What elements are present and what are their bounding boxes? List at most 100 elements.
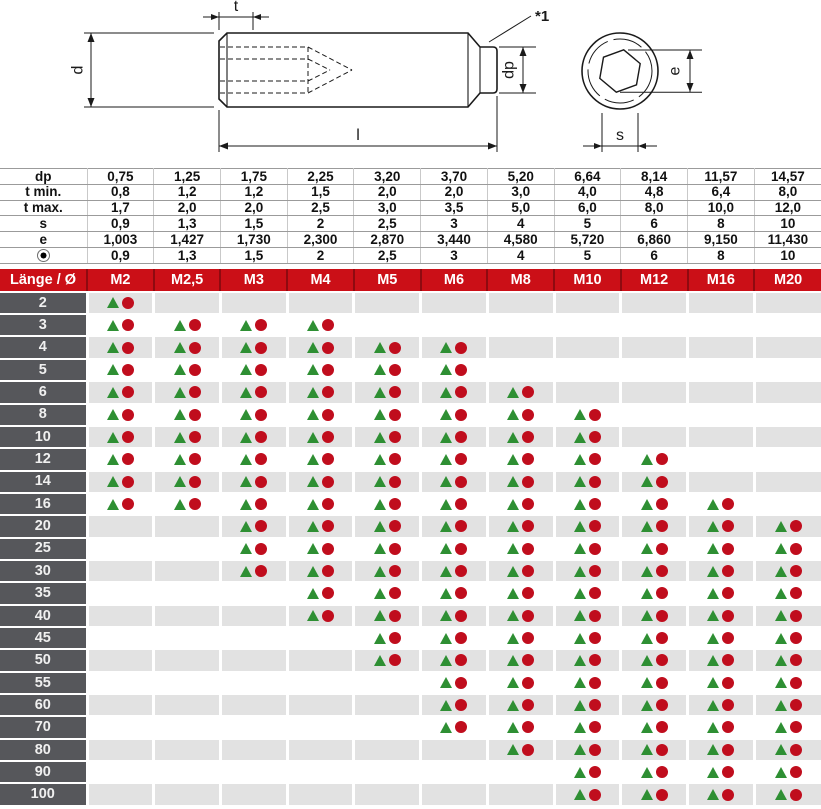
availability-cell bbox=[554, 448, 623, 472]
circle-marker bbox=[455, 565, 468, 578]
availability-markers bbox=[289, 431, 353, 444]
length-label: 10 bbox=[0, 425, 89, 450]
circle-marker bbox=[522, 431, 535, 444]
circle-marker bbox=[322, 363, 335, 376]
circle-marker bbox=[322, 542, 335, 555]
availability-markers bbox=[422, 498, 486, 511]
circle-marker bbox=[388, 431, 401, 444]
circle-marker bbox=[655, 587, 668, 600]
availability-cell bbox=[353, 537, 423, 561]
triangle-marker bbox=[106, 453, 119, 465]
availability-cell bbox=[487, 671, 556, 695]
column-header-m20: M20 bbox=[754, 268, 821, 293]
circle-marker bbox=[388, 475, 401, 488]
availability-cell bbox=[754, 559, 821, 584]
availability-markers bbox=[489, 676, 553, 689]
availability-cell bbox=[153, 604, 222, 628]
spec-value: 1,5 bbox=[220, 215, 288, 233]
circle-marker bbox=[188, 319, 201, 332]
spec-row-label: e bbox=[0, 231, 88, 248]
availability-markers bbox=[422, 654, 486, 667]
circle-marker bbox=[655, 565, 668, 578]
triangle-marker bbox=[707, 789, 720, 801]
triangle-marker bbox=[573, 632, 586, 644]
table-row-length-16: 16 bbox=[0, 492, 821, 517]
availability-cell bbox=[687, 291, 756, 316]
availability-cell bbox=[420, 336, 489, 360]
spec-value: 1,003 bbox=[87, 231, 155, 248]
availability-markers bbox=[689, 565, 753, 578]
availability-cell bbox=[554, 649, 623, 673]
spec-value: 0,9 bbox=[87, 247, 155, 264]
availability-markers bbox=[222, 453, 286, 466]
availability-cell bbox=[153, 693, 222, 718]
availability-cell bbox=[87, 626, 156, 651]
availability-cell bbox=[287, 425, 356, 450]
availability-markers bbox=[622, 721, 686, 734]
circle-marker bbox=[655, 498, 668, 511]
availability-cell bbox=[487, 761, 556, 785]
triangle-marker bbox=[774, 610, 787, 622]
availability-cell bbox=[420, 403, 489, 427]
availability-cell bbox=[287, 671, 356, 695]
circle-marker bbox=[655, 654, 668, 667]
triangle-marker bbox=[707, 654, 720, 666]
availability-markers bbox=[89, 363, 153, 376]
availability-cell bbox=[620, 381, 689, 405]
availability-cell bbox=[153, 626, 222, 651]
availability-markers bbox=[689, 721, 753, 734]
spec-value: 4,0 bbox=[554, 184, 622, 201]
availability-markers bbox=[222, 431, 286, 444]
availability-cell bbox=[420, 537, 489, 561]
spec-value: 6,0 bbox=[554, 200, 622, 217]
availability-cell bbox=[687, 738, 756, 763]
length-label: 50 bbox=[0, 649, 89, 673]
triangle-marker bbox=[373, 543, 386, 555]
availability-markers bbox=[756, 542, 821, 555]
availability-cell bbox=[353, 604, 423, 628]
triangle-marker bbox=[507, 654, 520, 666]
circle-marker bbox=[322, 609, 335, 622]
triangle-marker bbox=[774, 520, 787, 532]
triangle-marker bbox=[440, 431, 453, 443]
availability-cell bbox=[620, 559, 689, 584]
availability-cell bbox=[554, 314, 623, 338]
column-header-m5: M5 bbox=[353, 268, 422, 293]
availability-cell bbox=[153, 470, 222, 494]
availability-cell bbox=[420, 448, 489, 472]
hex-socket-hidden-lines bbox=[220, 46, 353, 94]
circle-marker bbox=[388, 565, 401, 578]
circle-marker bbox=[655, 520, 668, 533]
availability-markers bbox=[689, 654, 753, 667]
availability-cell bbox=[353, 649, 423, 673]
availability-cell bbox=[153, 492, 222, 517]
circle-marker bbox=[188, 341, 201, 354]
triangle-marker bbox=[240, 319, 253, 331]
circle-marker bbox=[522, 520, 535, 533]
circle-marker bbox=[655, 475, 668, 488]
triangle-marker bbox=[507, 587, 520, 599]
triangle-marker bbox=[507, 409, 520, 421]
availability-markers bbox=[489, 609, 553, 622]
circle-marker bbox=[388, 609, 401, 622]
circle-marker bbox=[455, 431, 468, 444]
circle-marker bbox=[522, 475, 535, 488]
availability-cell bbox=[754, 783, 821, 807]
availability-markers bbox=[689, 699, 753, 712]
spec-value: 2,0 bbox=[353, 184, 422, 201]
availability-cell bbox=[153, 537, 222, 561]
circle-marker bbox=[255, 475, 268, 488]
triangle-marker bbox=[373, 587, 386, 599]
availability-markers bbox=[355, 542, 419, 555]
spec-value: 5,720 bbox=[554, 231, 622, 248]
availability-markers bbox=[89, 296, 153, 309]
circle-marker bbox=[322, 453, 335, 466]
availability-cell bbox=[87, 649, 156, 673]
availability-cell bbox=[220, 425, 289, 450]
availability-cell bbox=[754, 716, 821, 740]
circle-marker bbox=[722, 699, 735, 712]
availability-cell bbox=[687, 314, 756, 338]
triangle-marker bbox=[307, 431, 320, 443]
circle-marker bbox=[121, 475, 134, 488]
triangle-marker bbox=[507, 744, 520, 756]
